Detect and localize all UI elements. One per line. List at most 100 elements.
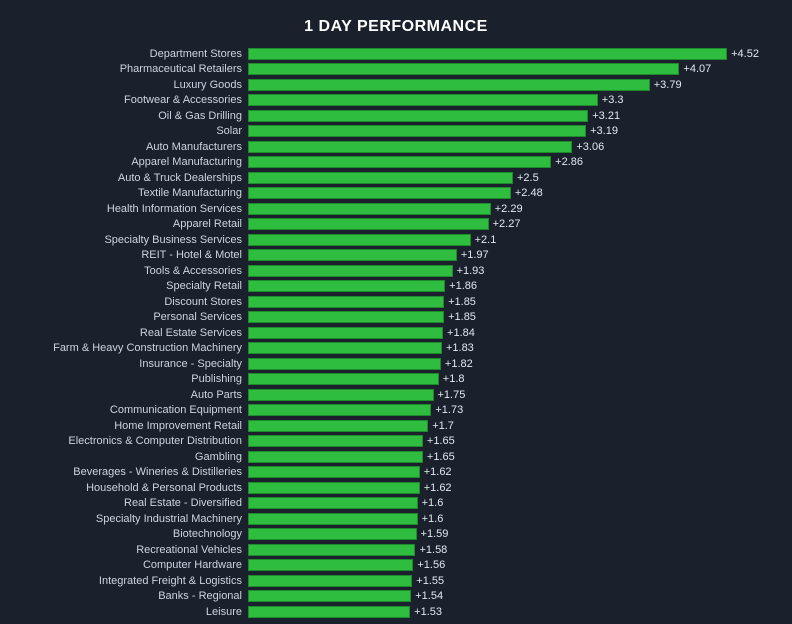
value-label: +1.56 [413,559,445,571]
category-label: Computer Hardware [12,559,248,571]
bar-row: Recreational Vehicles+1.58 [12,542,780,558]
value-label: +1.58 [415,544,447,556]
bar-row: Home Improvement Retail+1.7 [12,418,780,434]
category-label: Integrated Freight & Logistics [12,575,248,587]
bar-row: Auto Parts+1.75 [12,387,780,403]
value-label: +2.1 [471,234,497,246]
bar [248,48,727,60]
bar-row: Communication Equipment+1.73 [12,403,780,419]
category-label: Biotechnology [12,528,248,540]
category-label: Specialty Retail [12,280,248,292]
bar-row: Specialty Business Services +2.1 [12,232,780,248]
value-label: +4.07 [679,63,711,75]
bar-area: +1.75 [248,387,780,403]
bar-row: Auto & Truck Dealerships+2.5 [12,170,780,186]
bar-row: Discount Stores+1.85 [12,294,780,310]
bar [248,172,513,184]
category-label: Specialty Business Services [12,234,248,246]
value-label: +2.5 [513,172,539,184]
bar [248,466,420,478]
category-label: Banks - Regional [12,590,248,602]
category-label: Health Information Services [12,203,248,215]
bar [248,435,423,447]
category-label: Gambling [12,451,248,463]
bar-row: Personal Services+1.85 [12,310,780,326]
category-label: Insurance - Specialty [12,358,248,370]
bar-area: +1.58 [248,542,780,558]
bar [248,373,439,385]
bar-row: REIT - Hotel & Motel+1.97 [12,248,780,264]
bar-area: +1.6 [248,511,780,527]
value-label: +1.62 [420,466,452,478]
category-label: Farm & Heavy Construction Machinery [12,342,248,354]
category-label: Tools & Accessories [12,265,248,277]
bar-area: +1.54 [248,589,780,605]
bar [248,420,428,432]
value-label: +2.48 [511,187,543,199]
value-label: +4.52 [727,48,759,60]
value-label: +1.86 [445,280,477,292]
bar-area: +4.07 [248,62,780,78]
bar [248,528,417,540]
value-label: +1.85 [444,311,476,323]
category-label: Pharmaceutical Retailers [12,63,248,75]
bar-area: +3.3 [248,93,780,109]
bar [248,296,444,308]
bar-area: +1.53 [248,604,780,620]
value-label: +1.53 [410,606,442,618]
bar-row: Luxury Goods+3.79 [12,77,780,93]
bar [248,63,679,75]
bar-row: Household & Personal Products+1.62 [12,480,780,496]
category-label: REIT - Hotel & Motel [12,249,248,261]
category-label: Beverages - Wineries & Distilleries [12,466,248,478]
bar-row: Electronics & Computer Distribution +1.65 [12,434,780,450]
bar-area: +1.85 [248,294,780,310]
category-label: Apparel Retail [12,218,248,230]
category-label: Real Estate Services [12,327,248,339]
bar-area: +3.21 [248,108,780,124]
bar [248,311,444,323]
value-label: +1.65 [423,435,455,447]
value-label: +1.55 [412,575,444,587]
value-label: +1.93 [453,265,485,277]
bar-row: Textile Manufacturing+2.48 [12,186,780,202]
bar-area: +2.29 [248,201,780,217]
bar-area: +1.59 [248,527,780,543]
value-label: +3.06 [572,141,604,153]
bar-area: +2.86 [248,155,780,171]
bar-area: +2.5 [248,170,780,186]
bar-row: Specialty Industrial Machinery+1.6 [12,511,780,527]
bar [248,342,442,354]
category-label: Oil & Gas Drilling [12,110,248,122]
value-label: +2.29 [491,203,523,215]
bar [248,125,586,137]
bar-area: +1.84 [248,325,780,341]
value-label: +1.84 [443,327,475,339]
bar-row: Specialty Retail +1.86 [12,279,780,295]
bar [248,110,588,122]
bar [248,559,413,571]
category-label: Auto Manufacturers [12,141,248,153]
bar-row: Gambling+1.65 [12,449,780,465]
bar [248,249,457,261]
category-label: Real Estate - Diversified [12,497,248,509]
bar-row: Pharmaceutical Retailers +4.07 [12,62,780,78]
value-label: +1.75 [434,389,466,401]
bar-row: Auto Manufacturers +3.06 [12,139,780,155]
value-label: +1.6 [418,497,444,509]
category-label: Electronics & Computer Distribution [12,435,248,447]
bar-area: +1.6 [248,496,780,512]
chart-title: 1 DAY PERFORMANCE [12,18,780,36]
bar [248,218,489,230]
bar [248,94,598,106]
chart-rows: Department Stores+4.52Pharmaceutical Ret… [12,46,780,620]
value-label: +3.79 [650,79,682,91]
bar-row: Banks - Regional+1.54 [12,589,780,605]
performance-chart: 1 DAY PERFORMANCE Department Stores+4.52… [0,0,792,624]
value-label: +1.83 [442,342,474,354]
bar [248,404,431,416]
bar-row: Apparel Manufacturing+2.86 [12,155,780,171]
bar [248,265,453,277]
bar [248,141,572,153]
bar-row: Solar+3.19 [12,124,780,140]
